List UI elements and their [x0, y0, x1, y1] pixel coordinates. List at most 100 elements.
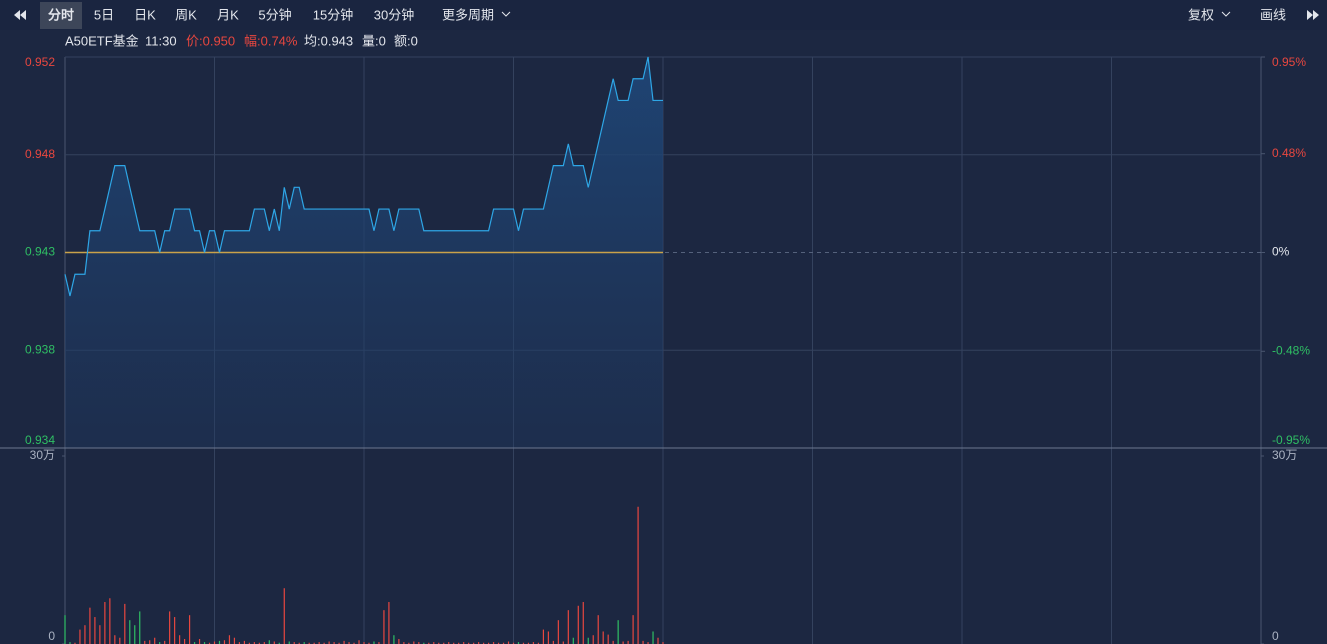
volume-bar — [228, 635, 231, 644]
volume-bar — [478, 642, 480, 644]
more-periods[interactable]: 更多周期 — [442, 7, 494, 22]
y2-tick-label: 0% — [1272, 245, 1290, 259]
y-tick-label: 0.948 — [25, 147, 55, 161]
volume-bar — [468, 642, 470, 644]
volume-bar — [448, 642, 450, 644]
volume-bar — [398, 638, 400, 644]
volume-bar — [84, 625, 86, 644]
volume-bar — [512, 642, 515, 644]
period-tab[interactable]: 日K — [134, 7, 156, 22]
volume-bar — [657, 637, 659, 644]
volume-bar — [378, 642, 380, 644]
period-tab[interactable]: 30分钟 — [374, 7, 414, 22]
volume-bar — [373, 641, 375, 644]
toolbar — [0, 0, 1327, 30]
volume-bar — [99, 625, 101, 644]
volume-bar — [74, 642, 76, 644]
volume-bar — [333, 642, 335, 644]
volume-bar — [243, 640, 245, 644]
volume-bar — [453, 642, 455, 644]
volume-bar — [433, 642, 435, 644]
y-tick-label: 0.943 — [25, 245, 55, 259]
volume-bar — [368, 642, 370, 644]
draw-button[interactable]: 画线 — [1260, 7, 1286, 22]
volume-bar — [597, 615, 599, 644]
volume-bar — [263, 642, 265, 644]
volume-bar — [627, 640, 629, 644]
info-avg: 均:0.943 — [304, 33, 353, 48]
period-tab[interactable]: 分时 — [48, 7, 74, 22]
volume-bar — [572, 637, 574, 644]
volume-bar — [253, 642, 255, 644]
adjust-button[interactable]: 复权 — [1188, 7, 1214, 22]
volume-bar — [308, 642, 310, 644]
volume-bar — [517, 642, 520, 644]
volume-bar — [79, 629, 81, 644]
volume-bar — [662, 642, 664, 644]
volume-bar — [507, 641, 510, 644]
volume-bar — [144, 640, 146, 644]
y2-tick-label: -0.95% — [1272, 433, 1310, 447]
volume-bar — [473, 642, 475, 644]
volume-bar — [124, 603, 126, 644]
volume-bar — [438, 642, 440, 644]
volume-bar — [552, 640, 554, 644]
volume-bar — [64, 615, 66, 644]
volume-bar — [458, 642, 460, 644]
info-amount: 额:0 — [394, 33, 418, 48]
volume-bar — [632, 615, 634, 644]
volume-bar — [343, 640, 345, 644]
info-volume: 量:0 — [362, 33, 386, 48]
volume-bar — [483, 642, 485, 644]
volume-bar — [208, 642, 211, 644]
volume-bar — [134, 625, 136, 644]
period-tab[interactable]: 5分钟 — [258, 7, 291, 22]
volume-bar — [223, 640, 226, 644]
volume-bar — [418, 642, 420, 644]
info-change: 幅:0.74% — [244, 33, 298, 48]
vol-y2-tick-label: 30万 — [1272, 448, 1297, 462]
volume-bar — [288, 641, 290, 644]
y-tick-label: 0.952 — [25, 55, 55, 69]
volume-bar — [443, 642, 445, 644]
prev-button[interactable] — [14, 10, 26, 20]
info-price: 价:0.950 — [186, 33, 235, 48]
volume-bar — [348, 642, 350, 644]
period-tab[interactable]: 15分钟 — [313, 7, 353, 22]
volume-bar — [353, 642, 355, 644]
period-tab[interactable]: 周K — [175, 7, 197, 22]
volume-bar — [278, 642, 280, 644]
volume-bar — [213, 641, 216, 644]
volume-bar — [582, 602, 584, 644]
volume-bar — [338, 642, 340, 644]
volume-bar — [104, 602, 106, 644]
volume-bar — [109, 598, 111, 644]
volume-bar — [607, 634, 609, 644]
volume-bar — [537, 642, 540, 644]
volume-bar — [497, 642, 500, 644]
volume-bar — [179, 635, 181, 644]
volume-bar — [363, 642, 365, 644]
volume-bar — [149, 640, 151, 644]
y-tick-label: 0.938 — [25, 342, 55, 356]
volume-bar — [358, 640, 360, 644]
volume-bar — [413, 641, 415, 644]
volume-bar — [642, 640, 644, 644]
volume-bar — [238, 642, 241, 644]
volume-bar — [193, 642, 196, 644]
volume-bar — [423, 642, 425, 644]
period-tab[interactable]: 月K — [217, 7, 239, 22]
volume-bar — [233, 637, 236, 644]
volume-bar — [487, 642, 490, 644]
volume-bar — [129, 620, 131, 644]
next-button[interactable] — [1307, 10, 1319, 20]
volume-bar — [164, 640, 166, 644]
chevron — [1221, 11, 1231, 17]
volume-bar — [198, 638, 201, 644]
volume-bar — [522, 642, 525, 644]
period-tab[interactable]: 5日 — [94, 7, 114, 22]
y-tick-label: 0.934 — [25, 433, 55, 447]
volume-bar — [617, 620, 619, 644]
